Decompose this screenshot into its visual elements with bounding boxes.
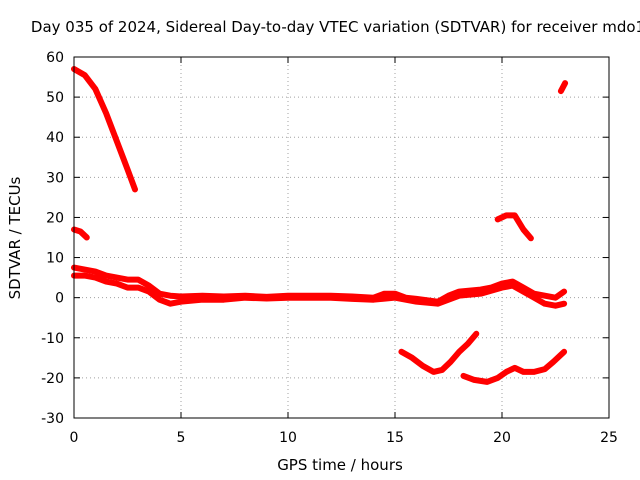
series-arc-6 (460, 348, 568, 385)
y-tick-label: 30 (46, 170, 64, 186)
y-tick-label: -20 (41, 371, 64, 387)
series-arc-4 (71, 272, 568, 309)
x-tick-label: 20 (493, 430, 511, 446)
x-tick-labels: 0 5 10 15 20 25 (70, 430, 618, 446)
y-tick-label: -10 (41, 331, 64, 347)
y-tick-label: 50 (46, 90, 64, 106)
y-tick-labels: -30 -20 -10 0 10 20 30 40 50 60 (41, 50, 64, 427)
y-axis-label: SDTVAR / TECUs (6, 176, 24, 299)
y-tick-label: -30 (41, 411, 64, 427)
y-tick-label: 20 (46, 210, 64, 226)
y-tick-label: 0 (55, 291, 64, 307)
axis-ticks (73, 56, 610, 419)
series-arc-1 (71, 66, 138, 193)
grid-lines (74, 57, 609, 418)
series-arc-5 (398, 330, 480, 375)
y-tick-label: 40 (46, 130, 64, 146)
y-tick-label: 10 (46, 251, 64, 267)
y-tick-label: 60 (46, 50, 64, 66)
x-tick-label: 15 (386, 430, 404, 446)
x-tick-label: 25 (600, 430, 618, 446)
data-series (71, 66, 569, 385)
series-arc-8 (557, 80, 569, 95)
plot-frame (73, 56, 610, 419)
x-tick-label: 5 (177, 430, 186, 446)
series-arc-2 (71, 226, 90, 241)
chart-title: Day 035 of 2024, Sidereal Day-to-day VTE… (31, 18, 640, 36)
x-tick-label: 10 (279, 430, 297, 446)
x-tick-label: 0 (70, 430, 79, 446)
x-axis-label: GPS time / hours (277, 456, 403, 474)
series-arc-7 (494, 212, 534, 242)
